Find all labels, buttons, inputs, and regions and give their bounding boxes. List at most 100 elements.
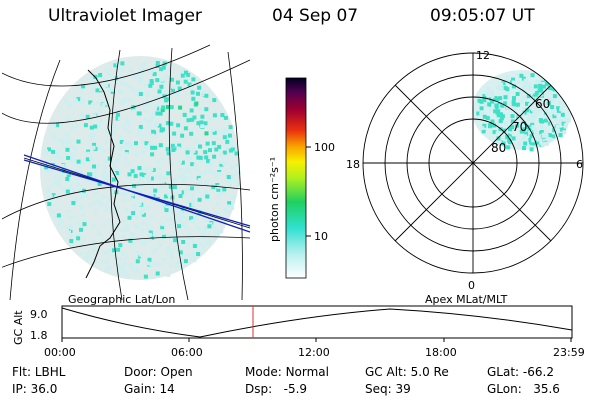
aurora-pixel <box>133 174 138 178</box>
xtick-1800: 18:00 <box>425 346 457 359</box>
aurora-pixel <box>182 254 187 258</box>
aurora-pixel <box>539 130 544 134</box>
aurora-pixel <box>107 218 112 223</box>
aurora-pixel <box>115 157 120 162</box>
aurora-pixel <box>182 112 187 117</box>
aurora-pixel <box>134 141 138 146</box>
aurora-pixel <box>190 162 195 167</box>
aurora-pixel <box>88 100 93 105</box>
aurora-pixel <box>107 198 112 203</box>
aurora-pixel <box>177 260 182 265</box>
aurora-pixel <box>180 160 185 165</box>
aurora-pixel <box>113 109 118 113</box>
aurora-pixel <box>146 179 151 184</box>
aurora-pixel <box>71 158 76 163</box>
aurora-pixel <box>117 74 122 79</box>
aurora-pixel <box>499 116 504 121</box>
orbit-track-2 <box>23 159 251 227</box>
aurora-pixel <box>170 210 174 215</box>
aurora-pixel <box>69 182 74 187</box>
aurora-pixel <box>546 77 551 82</box>
aurora-pixel <box>66 101 71 106</box>
aurora-pixel <box>205 161 210 166</box>
aurora-pixel <box>156 106 161 111</box>
aurora-pixel <box>535 110 540 115</box>
lat-label-60: 60 <box>535 97 550 111</box>
aurora-pixel <box>543 114 548 119</box>
aurora-pixel <box>213 229 218 234</box>
aurora-pixel <box>177 224 181 229</box>
flt-key: Flt: <box>12 365 31 379</box>
aurora-pixel <box>124 120 129 125</box>
aurora-pixel <box>177 174 182 179</box>
ip-key: IP: <box>12 382 27 396</box>
aurora-pixel <box>132 205 137 210</box>
aurora-pixel <box>159 157 164 162</box>
aurora-pixel <box>122 218 127 223</box>
aurora-pixel <box>102 177 107 182</box>
aurora-pixel <box>166 105 170 109</box>
aurora-pixel <box>73 196 78 201</box>
footer-flt: Flt: LBHL <box>12 365 65 379</box>
aurora-pixel <box>104 69 109 74</box>
aurora-pixel <box>204 217 209 222</box>
aurora-pixel <box>554 111 558 116</box>
aurora-pixel <box>152 130 157 135</box>
xtick-0000: 00:00 <box>44 346 76 359</box>
aurora-pixel <box>144 141 149 146</box>
aurora-pixel <box>152 175 157 180</box>
aurora-pixel <box>87 172 91 177</box>
aurora-pixel <box>92 113 97 118</box>
aurora-pixel <box>168 161 173 166</box>
aurora-pixel <box>519 73 524 78</box>
aurora-pixel <box>511 84 516 89</box>
aurora-pixel <box>190 186 194 191</box>
aurora-pixel <box>127 161 132 166</box>
aurora-pixel <box>554 118 559 123</box>
aurora-pixel <box>183 79 188 84</box>
aurora-pixel <box>102 165 107 170</box>
aurora-pixel <box>139 172 144 177</box>
aurora-pixel <box>181 190 186 195</box>
aurora-pixel <box>535 79 540 84</box>
aurora-pixel <box>226 175 231 179</box>
aurora-pixel <box>65 133 70 138</box>
aurora-pixel <box>501 81 506 86</box>
aurora-pixel <box>46 189 51 194</box>
aurora-pixel <box>107 87 112 92</box>
aurora-pixel <box>548 86 553 91</box>
aurora-pixel <box>479 99 484 104</box>
aurora-pixel <box>150 215 155 220</box>
aurora-pixel <box>522 146 526 150</box>
aurora-pixel <box>141 134 146 138</box>
aurora-pixel <box>235 183 240 188</box>
aurora-pixel <box>91 131 96 136</box>
aurora-pixel <box>212 130 217 135</box>
aurora-pixel <box>544 118 548 123</box>
aurora-pixel <box>159 77 164 82</box>
aurora-pixel <box>196 155 201 160</box>
aurora-pixel <box>556 128 561 133</box>
aurora-pixel <box>176 141 181 146</box>
aurora-pixel <box>104 83 109 88</box>
aurora-pixel <box>85 255 89 260</box>
aurora-pixel <box>124 228 129 233</box>
aurora-pixel <box>221 131 226 135</box>
aurora-pixel <box>160 222 165 227</box>
aurora-pixel <box>162 90 167 95</box>
aurora-pixel <box>65 189 70 194</box>
glon-value: 35.6 <box>533 382 560 396</box>
aurora-pixel <box>51 133 56 138</box>
aurora-pixel <box>210 224 215 229</box>
aurora-pixel <box>517 73 522 78</box>
aurora-pixel <box>132 270 137 275</box>
aurora-pixel <box>137 201 142 206</box>
aurora-pixel <box>118 243 123 248</box>
aurora-pixel <box>193 150 198 155</box>
aurora-pixel <box>149 69 154 74</box>
lat-label-80: 80 <box>491 141 506 155</box>
aurora-pixel <box>556 106 561 111</box>
aurora-pixel <box>146 92 151 97</box>
aurora-pixel <box>148 103 153 108</box>
aurora-pixel <box>515 92 520 96</box>
